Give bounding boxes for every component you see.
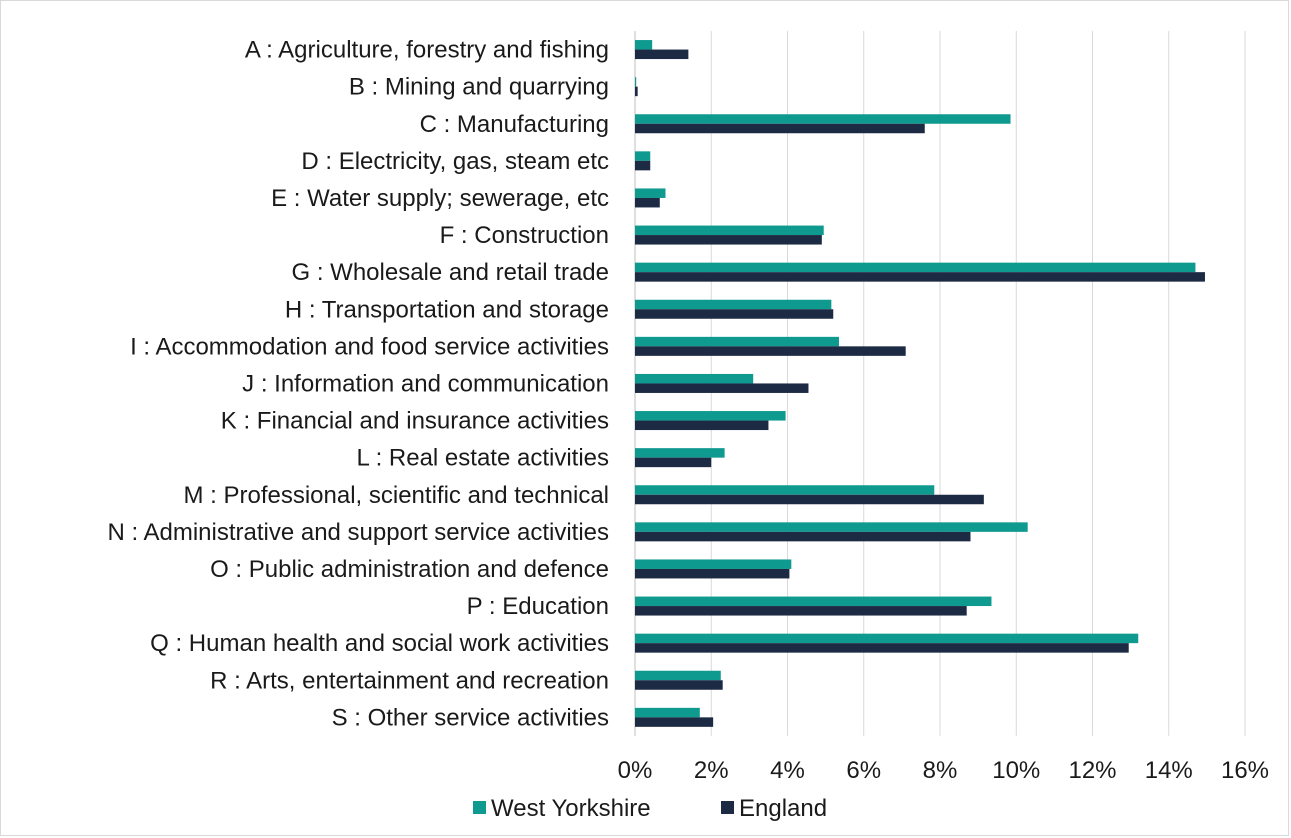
legend: West Yorkshire England [473,795,827,822]
bar-england [635,717,714,727]
bar-west-yorkshire [635,448,725,458]
category-label: E : Water supply; sewerage, etc [271,185,609,212]
bar-west-yorkshire [635,151,651,161]
bar-england [635,494,984,505]
x-tick-label: 10% [992,757,1040,784]
bar-england [635,420,769,431]
x-tick-label: 14% [1145,757,1193,784]
bar-england [635,235,822,245]
x-axis-ticks: 0% 2% 4% 6% 8% 10% 12% 14% 16% [618,757,1269,784]
bar-england [635,531,971,542]
bar-england [635,123,925,134]
x-tick-label: 16% [1221,757,1269,784]
legend-swatch [473,801,486,814]
bar-west-yorkshire [635,40,653,50]
category-label: G : Wholesale and retail trade [292,259,610,286]
bar-west-yorkshire [635,188,666,198]
bar-england [635,309,834,319]
category-label: L : Real estate activities [356,445,609,472]
bar-west-yorkshire [635,485,935,495]
x-tick-label: 0% [618,757,653,784]
legend-label: England [739,795,827,822]
bar-west-yorkshire [635,633,1139,644]
category-label: K : Financial and insurance activities [221,408,609,435]
category-label: P : Education [467,593,609,620]
x-tick-label: 2% [694,757,729,784]
bar-england [635,383,809,393]
category-labels: A : Agriculture, forestry and fishing B :… [107,37,609,732]
x-tick-label: 12% [1068,757,1116,784]
bar-england [635,606,967,616]
category-label: Q : Human health and social work activit… [150,630,609,657]
bar-west-yorkshire [635,77,637,87]
bar-west-yorkshire [635,262,1196,273]
bar-england [635,346,906,356]
x-tick-label: 8% [923,757,958,784]
category-label: J : Information and communication [242,370,609,397]
category-label: F : Construction [440,222,609,249]
bar-england [635,160,651,171]
bar-england [635,457,712,468]
bar-england [635,680,723,690]
x-tick-label: 4% [770,757,805,784]
bar-england [635,197,660,208]
legend-label: West Yorkshire [491,795,651,822]
bar-west-yorkshire [635,522,1028,532]
x-tick-label: 6% [846,757,881,784]
bar-west-yorkshire [635,707,700,718]
category-label: M : Professional, scientific and technic… [183,482,609,509]
bar-england [635,49,689,60]
bar-england [635,643,1129,653]
bar-west-yorkshire [635,336,839,347]
bar-west-yorkshire [635,670,721,681]
category-label: A : Agriculture, forestry and fishing [245,37,609,64]
category-label: C : Manufacturing [420,111,609,138]
bar-england [635,568,790,579]
category-label: D : Electricity, gas, steam etc [301,148,609,175]
bar-west-yorkshire [635,114,1011,124]
category-label: I : Accommodation and food service activ… [130,333,609,360]
bar-england [635,272,1205,282]
bar-west-yorkshire [635,596,992,607]
category-label: B : Mining and quarrying [349,74,609,101]
bars [635,40,1205,727]
bar-england [635,86,638,97]
category-label: H : Transportation and storage [285,296,609,323]
bar-west-yorkshire [635,299,832,310]
bar-west-yorkshire [635,225,824,236]
category-label: O : Public administration and defence [210,556,609,583]
category-label: S : Other service activities [332,704,609,731]
legend-swatch [721,801,734,814]
category-label: N : Administrative and support service a… [107,519,609,546]
bar-west-yorkshire [635,411,786,421]
category-label: R : Arts, entertainment and recreation [210,667,609,694]
bar-west-yorkshire [635,559,792,569]
bar-west-yorkshire [635,373,754,384]
